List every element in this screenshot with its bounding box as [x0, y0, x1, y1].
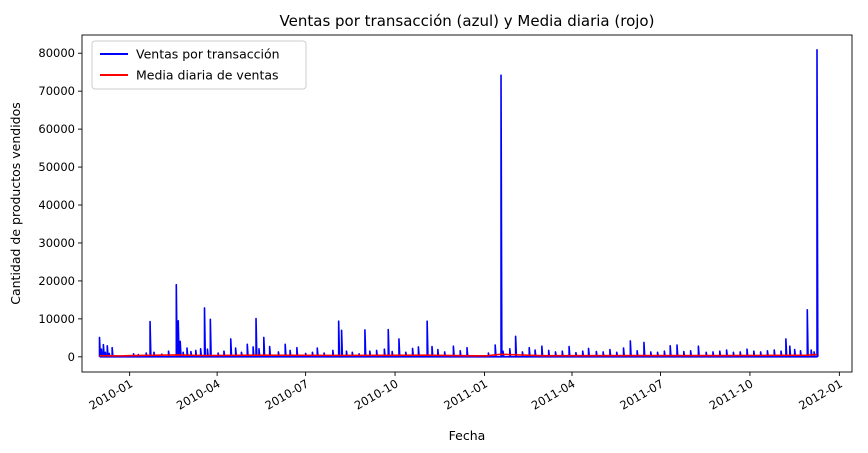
legend: Ventas por transacción Media diaria de v…	[91, 40, 307, 90]
x-tick-label: 2010-07	[262, 376, 311, 412]
y-tick-label: 70000	[38, 84, 75, 98]
x-tick-label: 2011-04	[529, 376, 578, 412]
legend-box	[91, 40, 307, 90]
y-axis: 0 10000 20000 30000 40000 50000 60000 70000 8000…	[38, 46, 82, 364]
y-axis-label: Cantidad de productos vendidos	[8, 102, 23, 305]
y-tick-label: 20000	[38, 274, 75, 288]
sales-line	[98, 49, 819, 358]
series-layer	[98, 49, 819, 358]
chart-title: Ventas por transacción (azul) y Media di…	[280, 12, 655, 30]
x-tick-label: 2010-01	[87, 376, 136, 412]
x-tick-label: 2011-07	[617, 376, 666, 412]
y-tick-label: 10000	[38, 312, 75, 326]
x-tick-label: 2011-10	[707, 376, 756, 412]
daily-mean-line	[99, 353, 818, 357]
y-tick-label: 60000	[38, 122, 75, 136]
y-tick-label: 50000	[38, 160, 75, 174]
y-tick-label: 40000	[38, 198, 75, 212]
y-tick-label: 0	[68, 350, 75, 364]
y-tick-label: 30000	[38, 236, 75, 250]
plot-frame	[81, 34, 853, 373]
y-tick-label: 80000	[38, 46, 75, 60]
legend-label-mean: Media diaria de ventas	[136, 68, 279, 83]
x-tick-label: 2012-01	[796, 376, 845, 412]
legend-label-sales: Ventas por transacción	[136, 47, 280, 62]
x-tick-label: 2010-04	[174, 376, 223, 412]
x-tick-label: 2011-01	[441, 376, 490, 412]
x-axis-label: Fecha	[449, 428, 486, 443]
x-tick-label: 2010-10	[352, 376, 401, 412]
x-axis: 2010-01 2010-04 2010-07 2010-10 2011-01 2011-…	[87, 372, 845, 413]
